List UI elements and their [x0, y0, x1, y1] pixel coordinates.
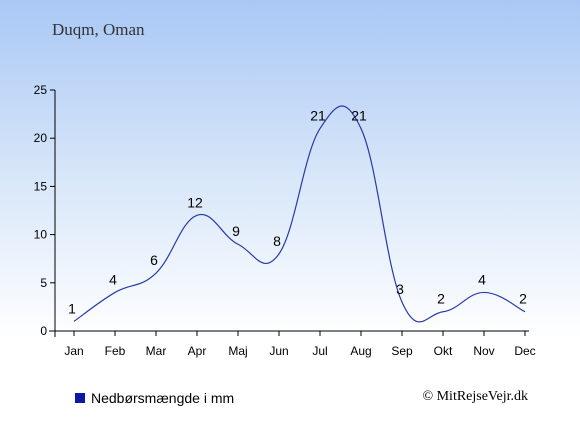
data-label: 3	[396, 281, 404, 297]
y-tick-label: 5	[40, 276, 47, 290]
x-tick-label: Feb	[105, 344, 126, 358]
series-line	[73, 105, 526, 323]
data-label: 1	[68, 300, 76, 316]
x-tick-label: Nov	[473, 344, 494, 358]
copyright-credit: © MitRejseVejr.dk	[422, 389, 528, 404]
data-label: 12	[187, 194, 203, 210]
y-tick-label: 10	[34, 228, 48, 242]
y-tick-label: 25	[34, 83, 48, 97]
x-tick-label: Jul	[312, 344, 327, 358]
y-tick-label: 15	[34, 179, 48, 193]
x-tick-label: Maj	[228, 344, 247, 358]
x-tick-label: Sep	[391, 344, 413, 358]
y-tick-label: 0	[40, 324, 47, 338]
x-tick-label: Jan	[64, 344, 83, 358]
legend-label: Nedbørsmængde i mm	[91, 390, 235, 406]
data-label: 4	[478, 271, 486, 287]
x-tick-label: Okt	[434, 344, 453, 358]
x-tick-label: Mar	[146, 344, 167, 358]
x-tick-label: Aug	[350, 344, 371, 358]
data-label: 9	[232, 223, 240, 239]
data-label: 8	[273, 233, 281, 249]
data-label: 6	[150, 252, 158, 268]
data-label: 2	[437, 291, 445, 307]
x-tick-label: Jun	[269, 344, 288, 358]
x-tick-label: Dec	[514, 344, 535, 358]
data-label: 21	[310, 108, 326, 124]
legend-swatch	[75, 393, 85, 403]
y-tick-label: 20	[34, 131, 48, 145]
x-tick-label: Apr	[188, 344, 207, 358]
chart-title: Duqm, Oman	[52, 20, 145, 39]
data-label: 2	[519, 291, 527, 307]
data-label: 4	[109, 271, 117, 287]
data-label: 21	[351, 108, 367, 124]
legend: Nedbørsmængde i mm	[75, 390, 234, 406]
